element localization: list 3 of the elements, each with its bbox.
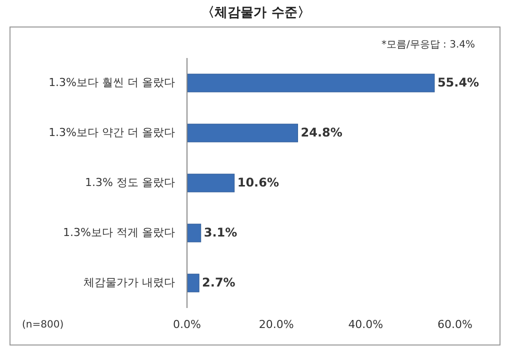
annotation: (n=800) — [22, 320, 64, 331]
title: 〈체감물가 수준〉 — [202, 6, 310, 21]
annotation: *모름/무응답 : 3.4% — [381, 40, 475, 51]
